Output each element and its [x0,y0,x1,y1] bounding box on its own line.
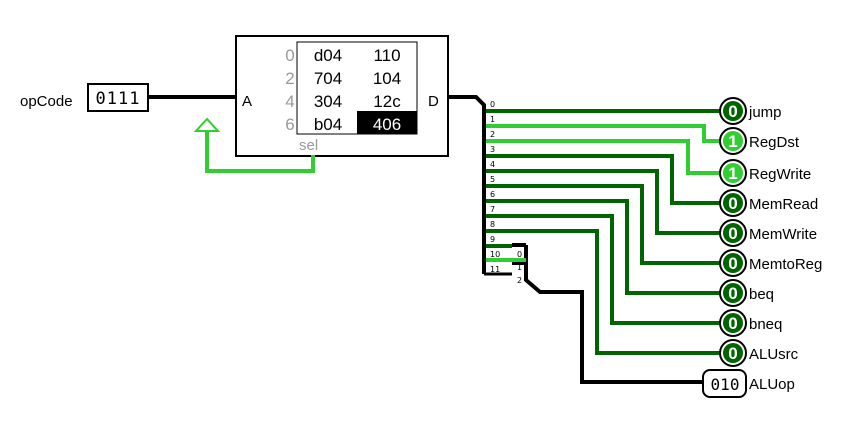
splitter-index: 7 [490,205,495,214]
output-label-RegDst: RegDst [749,134,800,151]
rom-cell: 110 [373,46,400,65]
splitter-index: 9 [490,235,495,244]
subsplitter-index: 1 [517,263,522,272]
output-pin-fill [723,131,743,151]
rom-cell: 304 [314,92,342,111]
opcode-label: opCode [20,93,73,110]
output-pin-value: 0 [728,254,737,273]
control-wire-MemWrite [486,169,720,235]
rom-cell: 12c [373,92,401,111]
output-pin-value: 0 [728,102,737,121]
rom-address: 2 [285,69,294,88]
output-pin-value: 0 [728,314,737,333]
control-wire-MemtoReg [486,184,720,265]
rom-output-bus [448,95,486,274]
output-pin-fill [723,313,743,333]
output-label-MemWrite: MemWrite [749,226,817,243]
control-wire-beq [486,199,720,295]
control-wire-RegDst [486,124,720,143]
opcode-value: 0111 [96,89,141,109]
output-label-beq: beq [749,286,774,303]
output-label-ALUsrc: ALUsrc [749,346,799,363]
rom-cell: b04 [314,115,342,134]
rom-address: 4 [285,92,294,111]
rom-cell: 104 [373,69,401,88]
sel-input-arrow[interactable] [193,117,221,132]
output-pin-value: 0 [728,284,737,303]
rom-address: 0 [285,46,294,65]
rom-cell: 704 [314,69,342,88]
control-wire-ALUsrc [486,229,720,355]
output-pin-value: 1 [728,132,737,151]
output-pin-value: 0 [728,194,737,213]
rom-highlight-cell [357,111,417,134]
splitter-index: 3 [490,145,495,154]
splitter-index: 2 [490,130,495,139]
subsplitter-index: 2 [517,276,522,285]
rom-rows: 0 d04 110 2 704 104 4 304 12c 6 b04 406 [285,46,401,134]
output-pin-value: 0 [728,224,737,243]
output-pin-fill [723,101,743,121]
aluop-value: 010 [711,375,740,394]
control-wire-bneq [486,214,720,325]
splitter-index: 4 [490,160,495,169]
output-label-MemtoReg: MemtoReg [749,256,822,273]
splitter-index: 1 [490,115,495,124]
output-pin-value: 1 [728,164,737,183]
splitter-index: 0 [490,100,495,109]
output-pin-fill [723,223,743,243]
rom-cell-selected: 406 [373,115,401,134]
control-wires [486,109,720,355]
output-pin-fill [723,343,743,363]
output-label-bneq: bneq [749,316,782,333]
output-label-MemRead: MemRead [749,196,818,213]
output-label-jump: jump [748,104,782,121]
aluop-output-pin[interactable] [702,369,747,398]
rom-sel-label: sel [299,137,318,154]
output-label-RegWrite: RegWrite [749,166,811,183]
rom-port-a: A [242,93,252,110]
output-pin-fill [723,163,743,183]
splitter-index: 10 [490,250,500,259]
splitter-index: 6 [490,190,495,199]
output-pin-fill [723,283,743,303]
splitter-index: 11 [490,265,500,274]
opcode-input-pin[interactable] [87,83,149,112]
splitter-index: 8 [490,220,495,229]
output-pin-fill [723,253,743,273]
sel-wire [205,132,315,173]
splitter-index: 5 [490,175,495,184]
control-wire-MemRead [486,154,720,205]
control-wire-RegWrite [486,139,720,175]
splitter-labels: 0 1 2 3 4 5 6 7 8 9 10 11 0 1 2 [490,100,522,285]
rom-cell: d04 [314,46,342,65]
subsplitter-index: 0 [517,250,522,259]
output-pin-fill [723,193,743,213]
aluop-label: ALUop [749,376,795,393]
output-pin-value: 0 [728,344,737,363]
rom-port-d: D [428,93,439,110]
rom-address: 6 [285,115,294,134]
